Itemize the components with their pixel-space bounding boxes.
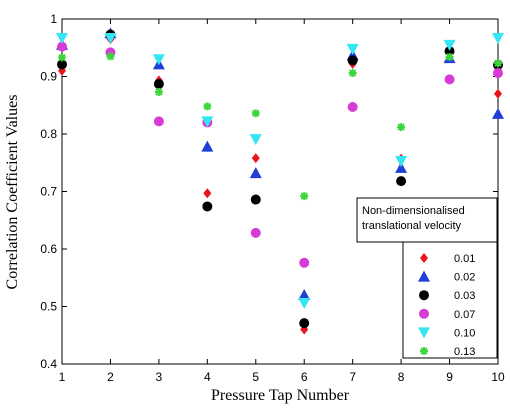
data-point bbox=[152, 54, 165, 66]
data-point bbox=[494, 59, 502, 68]
x-tick-label: 2 bbox=[107, 370, 114, 384]
x-tick-label: 7 bbox=[349, 370, 356, 384]
data-marks bbox=[56, 27, 504, 335]
data-point bbox=[395, 161, 408, 173]
data-point bbox=[348, 69, 357, 78]
data-point bbox=[250, 227, 261, 238]
data-point bbox=[346, 43, 359, 55]
x-tick-label: 4 bbox=[204, 370, 211, 384]
data-point bbox=[201, 116, 214, 128]
data-point bbox=[492, 107, 504, 119]
data-point bbox=[249, 134, 262, 146]
data-point bbox=[250, 194, 261, 205]
series-0.10 bbox=[56, 32, 504, 310]
data-point bbox=[444, 74, 455, 85]
legend-label: 0.02 bbox=[454, 272, 475, 284]
data-point bbox=[202, 201, 213, 212]
data-point bbox=[492, 32, 504, 44]
legend-marker bbox=[419, 290, 429, 301]
legend-marker bbox=[420, 347, 428, 355]
x-tick-label: 8 bbox=[398, 370, 405, 384]
y-tick-label: 0.7 bbox=[40, 185, 57, 199]
data-point bbox=[493, 68, 503, 79]
data-point bbox=[251, 109, 260, 118]
data-point bbox=[106, 52, 115, 61]
data-point bbox=[445, 52, 454, 61]
y-tick-label: 0.8 bbox=[40, 127, 57, 141]
data-point bbox=[249, 167, 262, 179]
legend-label: 0.13 bbox=[454, 346, 475, 358]
legend-marker bbox=[418, 327, 430, 339]
data-point bbox=[153, 116, 164, 127]
data-point bbox=[298, 298, 311, 310]
x-tick-label: 9 bbox=[446, 370, 453, 384]
legend-label: 0.10 bbox=[454, 327, 475, 339]
x-tick-label: 6 bbox=[301, 370, 308, 384]
legend-label: 0.01 bbox=[454, 253, 475, 265]
legend-label: 0.03 bbox=[454, 290, 475, 302]
legend-marker bbox=[418, 270, 430, 282]
legend-title-line1: Non-dimensionalised bbox=[362, 205, 465, 217]
axis-ticks: 1 2 3 4 5 6 7 8 9 10 0.4 0.5 0.6 0.7 0.8 0.9 1 bbox=[40, 12, 505, 384]
data-point bbox=[347, 101, 358, 112]
x-axis-title: Pressure Tap Number bbox=[211, 387, 350, 404]
y-tick-label: 0.4 bbox=[40, 357, 57, 371]
y-tick-label: 0.5 bbox=[40, 300, 57, 314]
data-point bbox=[153, 78, 164, 89]
data-point bbox=[154, 88, 163, 97]
y-axis-title: Correlation Coefficient Values bbox=[4, 95, 21, 290]
data-point bbox=[397, 123, 406, 132]
x-tick-label: 3 bbox=[156, 370, 163, 384]
series-0.13 bbox=[58, 52, 502, 201]
legend: Non-dimensionalised translational veloci… bbox=[356, 197, 498, 359]
data-point bbox=[104, 32, 117, 44]
y-tick-label: 1 bbox=[50, 12, 57, 26]
data-point bbox=[56, 32, 68, 44]
data-point bbox=[201, 140, 214, 152]
data-point bbox=[299, 318, 310, 329]
x-tick-label: 1 bbox=[59, 370, 66, 384]
data-point bbox=[203, 102, 212, 111]
data-point bbox=[251, 153, 260, 164]
legend-title-line2: translational velocity bbox=[362, 220, 462, 232]
legend-entries: 0.01 0.02 0.03 0.07 0.10 0.13 bbox=[418, 253, 475, 358]
legend-entries-box bbox=[402, 241, 498, 359]
data-point bbox=[203, 188, 212, 199]
x-tick-label: 5 bbox=[252, 370, 259, 384]
y-tick-label: 0.9 bbox=[40, 70, 57, 84]
data-point bbox=[58, 53, 66, 62]
data-point bbox=[57, 41, 67, 52]
data-point bbox=[396, 176, 407, 187]
x-tick-label: 10 bbox=[491, 370, 505, 384]
data-point bbox=[443, 39, 456, 51]
data-point bbox=[299, 257, 310, 268]
data-point bbox=[57, 59, 67, 70]
legend-marker bbox=[419, 308, 429, 319]
legend-label: 0.07 bbox=[454, 309, 475, 321]
data-point bbox=[395, 156, 408, 168]
data-point bbox=[298, 289, 311, 300]
data-point bbox=[300, 192, 309, 201]
legend-marker bbox=[420, 253, 428, 263]
y-tick-label: 0.6 bbox=[40, 242, 57, 256]
data-point bbox=[494, 88, 502, 99]
data-point bbox=[347, 55, 358, 66]
